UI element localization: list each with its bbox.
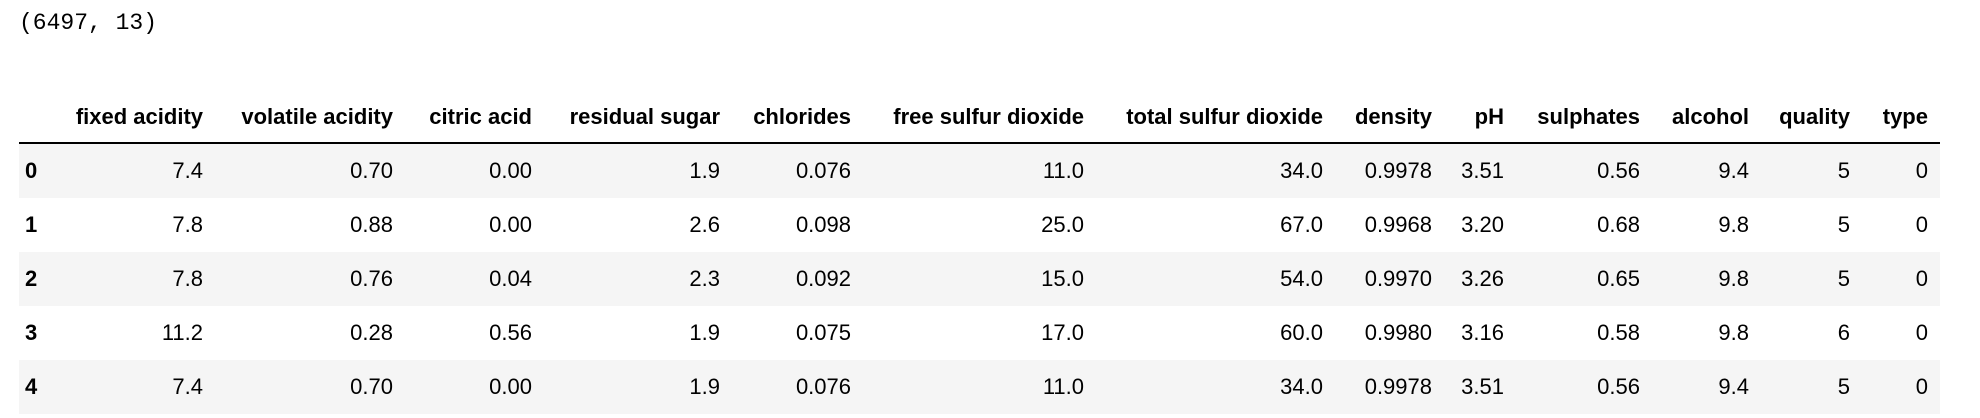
output-shape: (6497, 13) [19, 10, 158, 36]
cell: 0.00 [489, 158, 532, 183]
column-header: fixed acidity [54, 92, 215, 144]
data-row: 2 7.8 0.76 0.04 2.3 0.092 15.0 54.0 0.9970 3.26 0.… [19, 252, 1940, 306]
cell: 9.4 [1718, 374, 1749, 399]
cell: 34.0 [1280, 158, 1323, 183]
row-index: 3 [25, 320, 38, 345]
cell: 9.8 [1718, 266, 1749, 291]
cell: 0.70 [350, 374, 393, 399]
dataframe-table: fixed acidity volatile acidity citric acid… [19, 92, 1940, 414]
cell: 0.098 [795, 212, 851, 237]
cell: 9.8 [1718, 212, 1749, 237]
cell: 0 [1915, 266, 1928, 291]
cell: 0.9970 [1364, 266, 1432, 291]
cell: 15.0 [1041, 266, 1084, 291]
cell: 17.0 [1041, 320, 1084, 345]
cell: 5 [1837, 158, 1850, 183]
cell: 0.56 [489, 320, 532, 345]
data-row: 3 11.2 0.28 0.56 1.9 0.075 17.0 60.0 0.9980 3.16 0… [19, 306, 1940, 360]
row-index: 2 [25, 266, 38, 291]
column-header: pH [1444, 92, 1516, 144]
column-header: density [1335, 92, 1444, 144]
column-header: citric acid [405, 92, 544, 144]
cell: 0 [1915, 320, 1928, 345]
cell: 60.0 [1280, 320, 1323, 345]
column-header: chlorides [732, 92, 863, 144]
cell: 0.56 [1597, 374, 1640, 399]
cell: 0.56 [1597, 158, 1640, 183]
cell: 2.3 [689, 266, 720, 291]
cell: 25.0 [1041, 212, 1084, 237]
row-index: 0 [25, 158, 38, 183]
cell: 3.51 [1461, 158, 1504, 183]
data-row: 4 7.4 0.70 0.00 1.9 0.076 11.0 34.0 0.9978 3.51 0.… [19, 360, 1940, 414]
cell: 0.68 [1597, 212, 1640, 237]
cell: 5 [1837, 212, 1850, 237]
cell: 0.00 [489, 374, 532, 399]
cell: 3.16 [1461, 320, 1504, 345]
data-row: 0 7.4 0.70 0.00 1.9 0.076 11.0 34.0 0.9978 3.51 0.… [19, 143, 1940, 198]
cell: 0.9968 [1364, 212, 1432, 237]
column-header: free sulfur dioxide [863, 92, 1096, 144]
cell: 0.9978 [1364, 158, 1432, 183]
cell: 0.076 [795, 158, 851, 183]
cell: 0.075 [795, 320, 851, 345]
cell: 34.0 [1280, 374, 1323, 399]
column-header: residual sugar [544, 92, 732, 144]
cell: 0.76 [350, 266, 393, 291]
cell: 9.8 [1718, 320, 1749, 345]
cell: 3.51 [1461, 374, 1504, 399]
cell: 0.9980 [1364, 320, 1432, 345]
cell: 1.9 [689, 158, 720, 183]
cell: 7.8 [172, 212, 203, 237]
cell: 0 [1915, 212, 1928, 237]
cell: 5 [1837, 266, 1850, 291]
cell: 0.076 [795, 374, 851, 399]
column-header: quality [1761, 92, 1862, 144]
cell: 7.4 [172, 158, 203, 183]
cell: 6 [1837, 320, 1850, 345]
cell: 3.26 [1461, 266, 1504, 291]
cell: 1.9 [689, 374, 720, 399]
cell: 0.9978 [1364, 374, 1432, 399]
header-row: fixed acidity volatile acidity citric acid… [19, 92, 1940, 144]
column-header: volatile acidity [215, 92, 405, 144]
cell: 0.00 [489, 212, 532, 237]
cell: 0.28 [350, 320, 393, 345]
cell: 7.8 [172, 266, 203, 291]
row-index: 4 [25, 374, 38, 399]
cell: 3.20 [1461, 212, 1504, 237]
cell: 11.0 [1042, 374, 1084, 399]
cell: 11.2 [161, 320, 203, 345]
cell: 2.6 [689, 212, 720, 237]
data-row: 1 7.8 0.88 0.00 2.6 0.098 25.0 67.0 0.9968 3.20 0.… [19, 198, 1940, 252]
column-header: sulphates [1516, 92, 1652, 144]
cell: 67.0 [1280, 212, 1323, 237]
cell: 9.4 [1718, 158, 1749, 183]
cell: 0.65 [1597, 266, 1640, 291]
cell: 0 [1915, 158, 1928, 183]
cell: 5 [1837, 374, 1850, 399]
column-header: total sulfur dioxide [1096, 92, 1335, 144]
cell: 0.88 [350, 212, 393, 237]
cell: 0 [1915, 374, 1928, 399]
cell: 11.0 [1042, 158, 1084, 183]
cell: 0.58 [1597, 320, 1640, 345]
cell: 54.0 [1280, 266, 1323, 291]
cell: 0.092 [795, 266, 851, 291]
column-header: type [1862, 92, 1940, 144]
row-index: 1 [25, 212, 38, 237]
index-header [19, 92, 54, 144]
cell: 0.70 [350, 158, 393, 183]
cell: 7.4 [172, 374, 203, 399]
cell: 1.9 [689, 320, 720, 345]
cell: 0.04 [489, 266, 532, 291]
column-header: alcohol [1652, 92, 1761, 144]
